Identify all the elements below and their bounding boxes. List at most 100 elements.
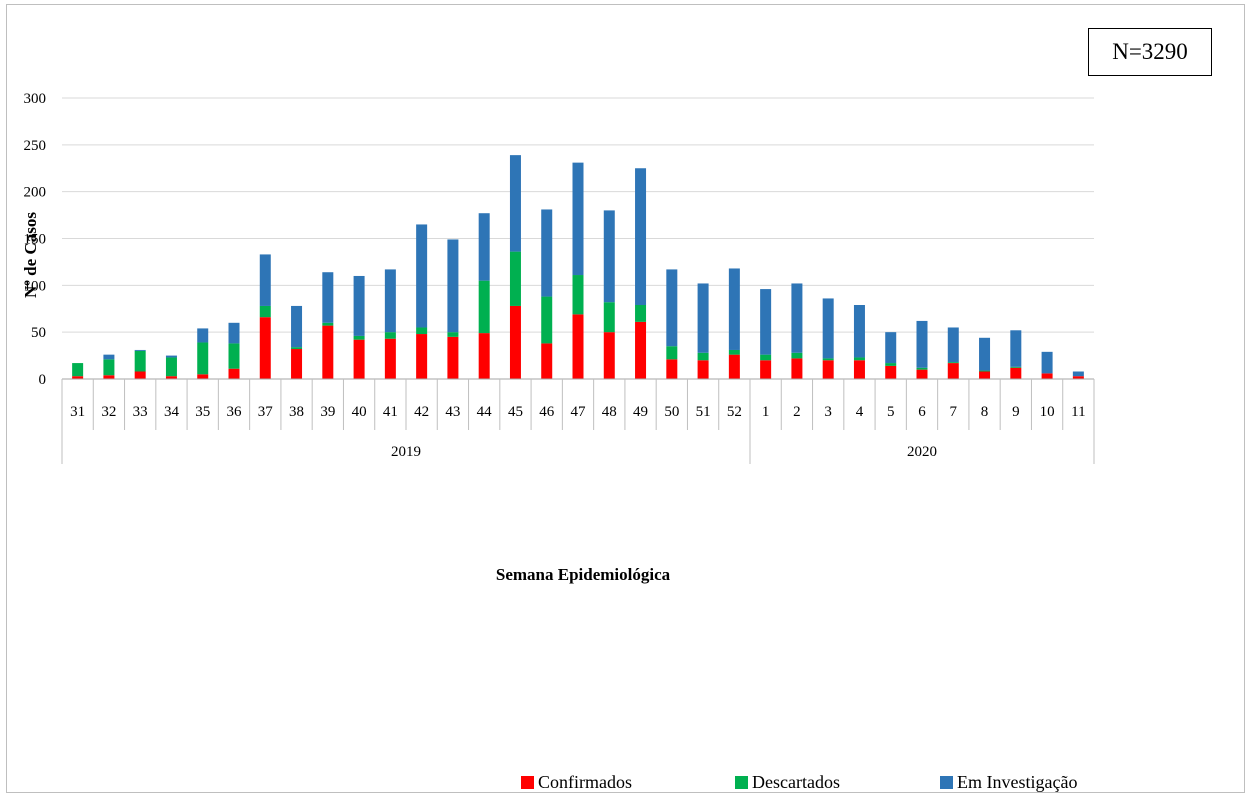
bar-descartados	[885, 363, 897, 366]
bar-em-investigação	[384, 269, 396, 333]
x-tick-label: 33	[133, 404, 148, 420]
y-tick-label: 150	[24, 232, 47, 248]
bar-descartados	[165, 357, 177, 377]
legend-swatch	[940, 776, 953, 789]
x-tick-label: 1	[762, 404, 770, 420]
x-tick-label: 48	[602, 404, 617, 420]
bar-em-investigação	[916, 320, 928, 368]
bar-descartados	[541, 296, 553, 344]
x-tick-label: 52	[727, 404, 742, 420]
x-tick-label: 3	[824, 404, 832, 420]
bar-descartados	[947, 362, 959, 364]
bar-em-investigação	[322, 272, 334, 323]
bar-confirmados	[384, 338, 396, 379]
bar-descartados	[228, 343, 240, 369]
x-axis: 31 32 33 34 35 36 37 38 39 40 41 42 43 44 45 46 47 48 49 50…	[61, 378, 1095, 464]
bar-descartados	[322, 322, 334, 326]
legend-label: Descartados	[752, 772, 840, 792]
bar-confirmados	[979, 371, 991, 379]
bar-descartados	[979, 370, 991, 372]
bar-descartados	[572, 275, 584, 315]
x-tick-label: 45	[508, 404, 523, 420]
bar-descartados	[916, 367, 928, 370]
bar-em-investigação	[791, 283, 803, 353]
x-tick-label: 34	[164, 404, 180, 420]
bar-confirmados	[635, 321, 647, 379]
bar-descartados	[697, 352, 709, 361]
x-tick-label: 4	[856, 404, 864, 420]
bar-descartados	[478, 280, 490, 334]
bar-descartados	[822, 358, 834, 361]
bar-em-investigação	[1072, 371, 1084, 377]
bar-descartados	[72, 363, 84, 377]
bar-em-investigação	[885, 332, 897, 364]
bar-descartados	[384, 332, 396, 339]
bar-em-investigação	[760, 289, 772, 355]
bar-em-investigação	[728, 268, 740, 350]
bar-em-investigação	[1041, 351, 1053, 374]
bar-descartados	[353, 335, 365, 340]
y-tick-label: 300	[24, 91, 47, 107]
bar-descartados	[760, 354, 772, 361]
bar-em-investigação	[259, 254, 271, 306]
bar-confirmados	[291, 349, 303, 379]
bar-descartados	[447, 332, 459, 337]
legend-label: Em Investigação	[957, 772, 1077, 792]
x-group-label: 2020	[907, 444, 937, 460]
x-tick-label: 50	[664, 404, 679, 420]
x-tick-label: 8	[981, 404, 989, 420]
bar-confirmados	[322, 325, 334, 379]
bar-confirmados	[822, 360, 834, 379]
bar-confirmados	[1010, 367, 1022, 379]
bar-confirmados	[509, 305, 521, 379]
bar-descartados	[134, 350, 146, 372]
bar-em-investigação	[1010, 330, 1022, 367]
y-tick-label: 50	[31, 325, 46, 341]
bar-em-investigação	[478, 213, 490, 281]
chart-frame	[6, 4, 1245, 793]
bars	[72, 155, 1084, 379]
bar-confirmados	[728, 354, 740, 379]
x-tick-label: 31	[70, 404, 85, 420]
bar-em-investigação	[447, 239, 459, 333]
x-tick-label: 43	[445, 404, 460, 420]
y-tick-label: 100	[24, 278, 47, 294]
x-tick-label: 9	[1012, 404, 1020, 420]
x-axis-label: Semana Epidemiológica	[496, 565, 671, 584]
bar-confirmados	[103, 375, 115, 379]
bar-em-investigação	[822, 298, 834, 359]
x-tick-label: 6	[918, 404, 926, 420]
bar-em-investigação	[635, 168, 647, 306]
bar-confirmados	[885, 365, 897, 379]
bar-em-investigação	[103, 354, 115, 360]
x-group-label: 2019	[391, 444, 421, 460]
bar-confirmados	[791, 358, 803, 379]
bar-em-investigação	[603, 210, 615, 303]
bar-em-investigação	[979, 337, 991, 371]
x-tick-label: 35	[195, 404, 210, 420]
bar-em-investigação	[666, 269, 678, 347]
y-axis-label: Nº de Casos	[21, 212, 40, 298]
bar-confirmados	[572, 314, 584, 379]
y-tick-label: 250	[24, 138, 47, 154]
bar-descartados	[103, 359, 115, 376]
bar-em-investigação	[291, 305, 303, 348]
bar-confirmados	[259, 317, 271, 379]
bar-em-investigação	[541, 209, 553, 297]
bar-em-investigação	[416, 224, 428, 328]
bar-descartados	[416, 327, 428, 335]
x-tick-label: 39	[320, 404, 335, 420]
y-tick-label: 0	[39, 372, 47, 388]
bar-descartados	[728, 349, 740, 355]
bar-em-investigação	[165, 355, 177, 358]
y-axis-ticks: 0 50 100 150 200 250 300	[24, 91, 47, 388]
bar-descartados	[603, 302, 615, 333]
bar-descartados	[635, 305, 647, 322]
bar-descartados	[291, 347, 303, 350]
bar-confirmados	[666, 359, 678, 379]
bar-confirmados	[760, 360, 772, 379]
bar-confirmados	[228, 368, 240, 379]
bar-confirmados	[478, 333, 490, 379]
bar-confirmados	[853, 360, 865, 379]
